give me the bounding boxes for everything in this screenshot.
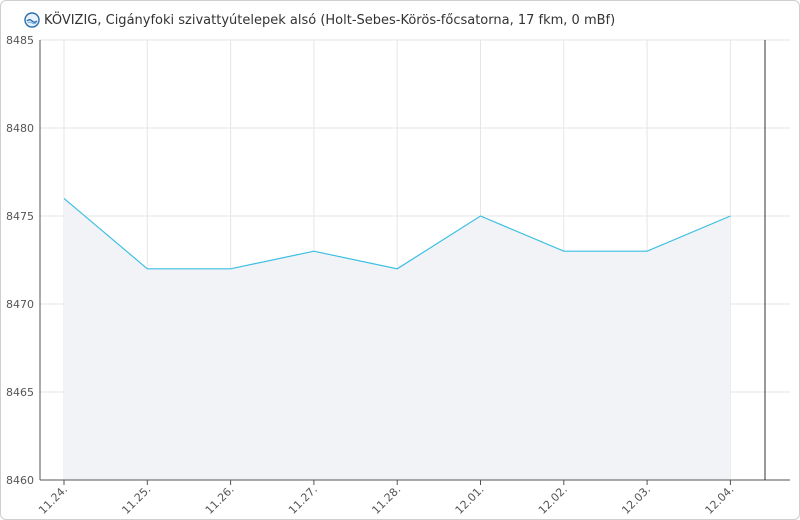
- data-point[interactable]: [479, 214, 483, 218]
- y-axis-ticks: 8460 8465 8470 8475 8480 8485: [6, 34, 34, 487]
- x-tick-label: 12.04.: [703, 483, 737, 517]
- data-point[interactable]: [229, 267, 233, 271]
- x-axis-ticks: 11.24. 11.25. 11.26. 11.27. 11.28. 12.01. 12.0…: [36, 483, 736, 517]
- kovizig-logo-icon: [24, 12, 40, 28]
- chart-header: KÖVIZIG, Cigányfoki szivattyútelepek als…: [24, 10, 615, 30]
- y-tick-label: 8465: [6, 386, 34, 399]
- data-point[interactable]: [395, 267, 399, 271]
- x-tick-label: 11.27.: [286, 483, 320, 517]
- y-tick-label: 8475: [6, 210, 34, 223]
- data-point[interactable]: [562, 249, 566, 253]
- data-point[interactable]: [312, 249, 316, 253]
- data-point[interactable]: [62, 196, 66, 200]
- y-tick-label: 8480: [6, 122, 34, 135]
- data-point[interactable]: [145, 267, 149, 271]
- data-point[interactable]: [645, 249, 649, 253]
- x-tick-label: 11.24.: [36, 483, 70, 517]
- chart-title: KÖVIZIG, Cigányfoki szivattyútelepek als…: [44, 12, 616, 28]
- axes: [39, 40, 790, 485]
- series-line: [63, 197, 731, 270]
- y-tick-label: 8460: [6, 474, 34, 487]
- x-tick-label: 11.28.: [369, 483, 403, 517]
- y-tick-label: 8470: [6, 298, 34, 311]
- x-tick-label: 12.03.: [619, 483, 653, 517]
- x-tick-label: 12.02.: [536, 483, 570, 517]
- y-tick-label: 8485: [6, 34, 34, 47]
- x-tick-label: 12.01.: [453, 483, 487, 517]
- x-tick-label: 11.25.: [119, 483, 153, 517]
- data-point[interactable]: [728, 214, 732, 218]
- series-line-layer: [62, 196, 732, 271]
- x-tick-label: 11.26.: [203, 483, 237, 517]
